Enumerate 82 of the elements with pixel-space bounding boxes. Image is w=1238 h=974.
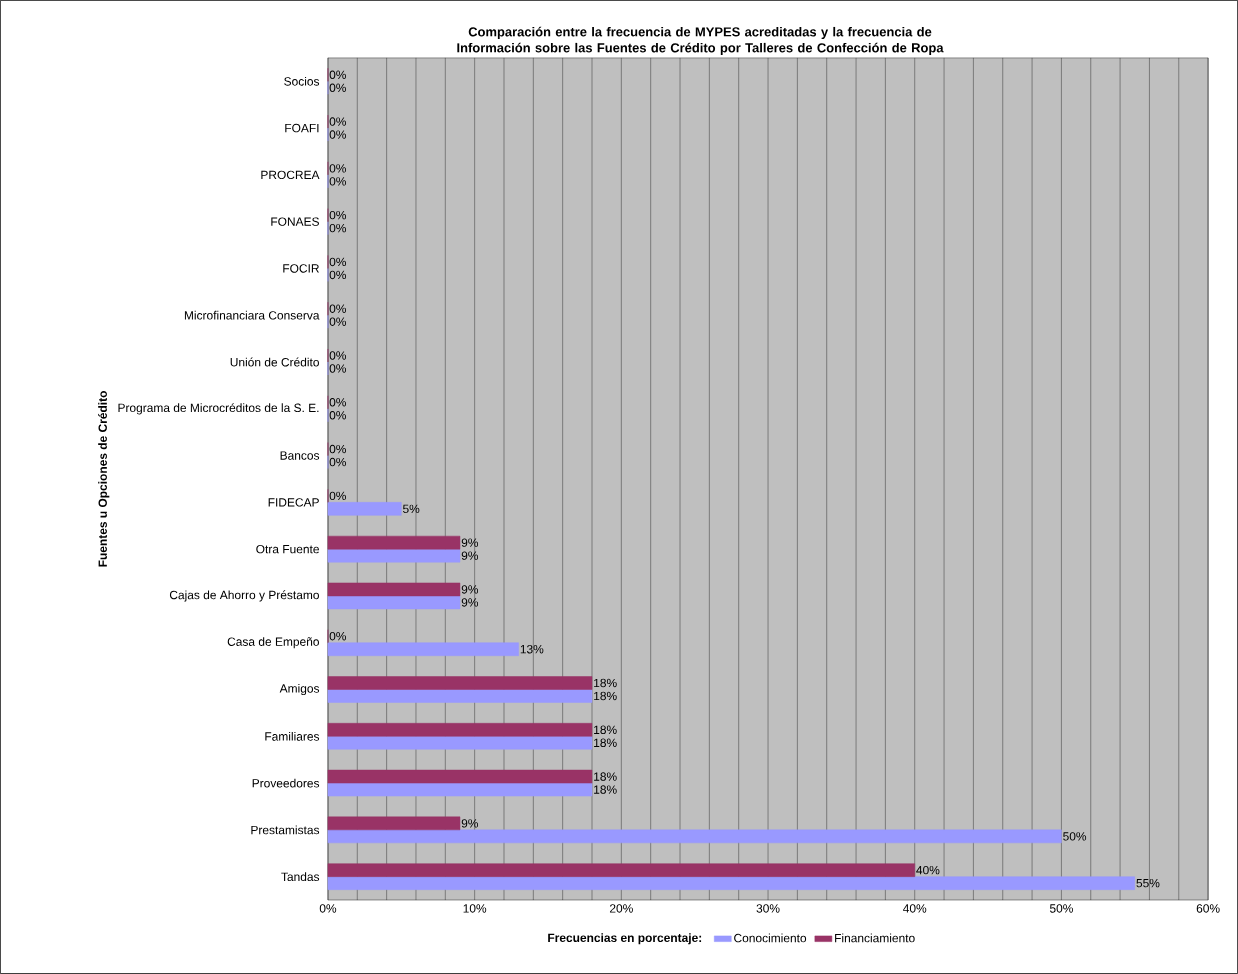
x-axis-title: Frecuencias en porcentaje: [548,933,702,945]
y-tick-label: FOCIR [283,264,319,273]
data-label: 0% [329,70,347,80]
data-label: 0% [329,398,347,407]
data-label: 0% [329,304,347,313]
data-label: 0% [329,411,347,420]
data-label: 13% [520,645,544,654]
data-label: 18% [594,785,617,794]
bar [327,548,461,563]
legend-label: Conocimiento [734,933,807,943]
y-tick-label: Proveedores [252,778,320,788]
bar [327,502,402,516]
data-label: 18% [594,738,617,748]
data-label: 0% [329,223,347,233]
y-tick-label: Tandas [281,872,320,882]
data-label: 0% [329,257,347,267]
x-tick-label: 20% [609,904,633,913]
bar [327,642,519,656]
data-label: 50% [1063,832,1087,841]
bar [327,736,593,750]
data-label: 9% [461,551,479,560]
x-tick-label: 60% [1196,904,1220,913]
data-label: 0% [329,164,347,173]
data-label: 0% [329,210,347,220]
y-tick-label: Cajas de Ahorro y Préstamo [169,590,319,602]
y-tick-label: FONAES [271,217,319,226]
data-label: 0% [329,83,347,93]
y-tick-label: Programa de Microcréditos de la S. E. [118,403,319,415]
x-tick-label: 0% [319,904,337,913]
bar [327,782,593,797]
y-tick-label: Unión de Crédito [230,357,319,367]
bar [327,829,1062,844]
data-label: 18% [594,691,617,701]
bar [327,595,461,610]
bar [327,582,461,597]
data-label: 0% [329,177,347,186]
data-label: 9% [461,598,479,607]
y-tick-label: Casa de Empeño [227,637,319,649]
data-label: 9% [461,819,479,828]
data-label: 0% [329,270,347,280]
bar [327,863,915,877]
x-tick-label: 40% [903,904,927,913]
data-label: 18% [594,772,617,781]
y-tick-label: Prestamistas [251,825,320,835]
y-tick-label: Amigos [279,683,320,696]
data-label: 0% [329,117,347,126]
y-tick-label: PROCREA [261,170,320,180]
bar [327,535,461,550]
x-tick-label: 10% [463,904,487,913]
y-tick-label: Bancos [280,451,320,460]
bar [327,723,593,737]
data-label: 40% [916,865,940,875]
data-label: 9% [461,538,479,547]
data-label: 0% [329,317,347,326]
bar [327,689,593,703]
y-tick-label: Otra Fuente [256,544,319,554]
data-label: 18% [594,678,617,688]
data-label: 0% [329,491,347,501]
y-tick-label: FOAFI [285,123,319,133]
data-label: 5% [402,504,420,514]
data-label: 0% [329,444,347,454]
chart-title: Comparación entre la frecuencia de MYPES acreditadas y la frecuencia de Información sobre las Fuentes de Crédito por Talleres de Confección de Ropa [457,26,944,55]
data-label: 55% [1136,878,1160,888]
bar [327,876,1136,890]
bar [327,816,461,831]
bar [327,676,593,690]
bar [327,769,593,784]
x-tick-label: 30% [756,904,780,913]
legend-label: Financiamiento [835,933,915,943]
data-label: 0% [329,364,347,373]
data-label: 18% [594,725,617,735]
y-tick-label: Familiares [265,731,320,741]
data-label: 0% [329,632,347,641]
data-label: 0% [329,457,347,467]
data-label: 0% [329,130,347,139]
y-axis-title: Fuentes u Opciones de Crédito [98,391,110,567]
data-label: 0% [329,351,347,360]
y-tick-label: Microfinanciara Conserva [184,310,320,320]
x-tick-label: 50% [1049,904,1073,913]
y-tick-label: Socios [284,76,320,86]
data-label: 9% [461,585,479,594]
y-tick-label: FIDECAP [268,498,319,507]
